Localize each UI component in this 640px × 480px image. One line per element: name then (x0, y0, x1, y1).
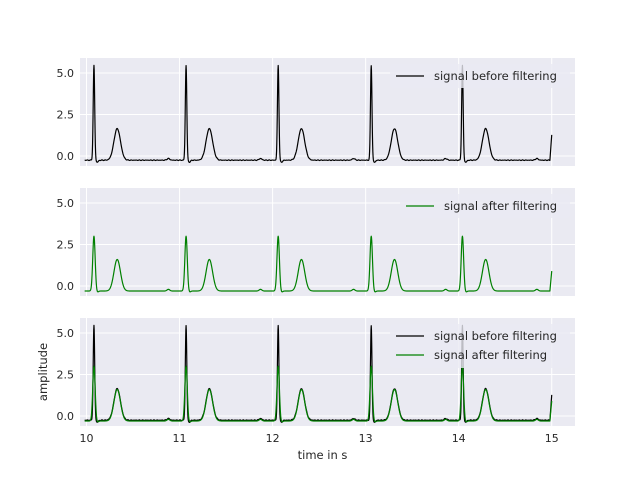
x-tick-label: 10 (80, 432, 94, 445)
y-tick-label: 0.0 (57, 280, 75, 293)
panel-2: 0.0 2.5 5.0 signal after filtering (57, 188, 575, 296)
x-tick-label: 14 (452, 432, 466, 445)
legend-label-before: signal before filtering (434, 329, 557, 343)
panel-1: 0.0 2.5 5.0 signal before filtering (57, 58, 575, 166)
y-tick-label: 2.5 (57, 108, 75, 121)
y-tick-label: 5.0 (57, 197, 75, 210)
legend-label-after: signal after filtering (444, 199, 557, 213)
series-line-after (84, 365, 553, 423)
x-axis-label: time in s (298, 448, 348, 462)
y-axis-label: amplitude (36, 343, 50, 401)
x-tick-label: 13 (359, 432, 373, 445)
legend: signal before filtering signal after filt… (390, 324, 570, 368)
legend-box (400, 194, 570, 218)
series-line-after (84, 235, 553, 293)
legend: signal after filtering (400, 194, 570, 218)
legend-label-before: signal before filtering (434, 69, 557, 83)
x-tick-label: 15 (545, 432, 559, 445)
y-tick-label: 5.0 (57, 327, 75, 340)
y-tick-label: 0.0 (57, 150, 75, 163)
x-tick-label: 11 (173, 432, 187, 445)
legend: signal before filtering (390, 64, 570, 88)
legend-box (390, 324, 570, 368)
series-line-before (84, 324, 553, 423)
y-tick-label: 5.0 (57, 67, 75, 80)
y-tick-label: 2.5 (57, 368, 75, 381)
legend-label-after: signal after filtering (434, 348, 547, 362)
y-tick-label: 2.5 (57, 238, 75, 251)
panel-3: 0.0 2.5 5.0 signal before filtering signal a… (36, 318, 575, 462)
y-tick-label: 0.0 (57, 410, 75, 423)
legend-box (390, 64, 570, 88)
series-line-before (84, 64, 553, 163)
x-tick-label: 12 (266, 432, 280, 445)
